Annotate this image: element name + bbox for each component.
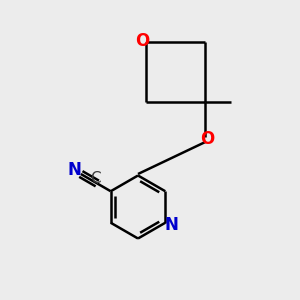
Text: O: O [135, 32, 149, 50]
Text: O: O [200, 130, 214, 148]
Text: N: N [165, 216, 179, 234]
Text: C: C [91, 171, 101, 186]
Text: N: N [68, 161, 82, 179]
